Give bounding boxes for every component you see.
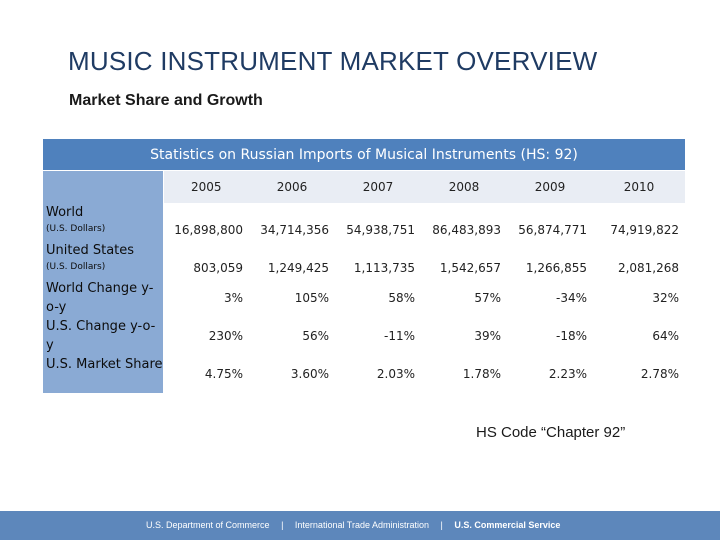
slide-subtitle: Market Share and Growth	[69, 92, 263, 109]
table-cell: 56%	[249, 317, 335, 355]
table-cell: 105%	[249, 279, 335, 317]
table-cell: 4.75%	[163, 355, 249, 393]
slide-title: MUSIC INSTRUMENT MARKET OVERVIEW	[68, 46, 598, 76]
table-cell: 803,059	[163, 241, 249, 279]
row-label-main: U.S. Market Share	[46, 357, 163, 372]
year-header: 2005	[163, 170, 249, 203]
table-cell: 1,266,855	[507, 241, 593, 279]
table-cell: 86,483,893	[421, 203, 507, 241]
imports-table: Statistics on Russian Imports of Musical…	[43, 139, 686, 393]
row-label: U.S. Change y-o-y	[43, 317, 164, 355]
table-cell: 1,113,735	[335, 241, 421, 279]
table-cell: 2.03%	[335, 355, 421, 393]
table-cell: 56,874,771	[507, 203, 593, 241]
table-cell: 2.78%	[593, 355, 686, 393]
table-row: World (U.S. Dollars) 16,898,800 34,714,3…	[43, 203, 686, 241]
table-caption: Statistics on Russian Imports of Musical…	[43, 139, 686, 171]
table-cell: 32%	[593, 279, 686, 317]
year-header: 2008	[421, 170, 507, 203]
year-header: 2007	[335, 170, 421, 203]
table-cell: 2,081,268	[593, 241, 686, 279]
table-cell: -34%	[507, 279, 593, 317]
footer-ita: International Trade Administration	[294, 520, 429, 530]
table-cell: 1,542,657	[421, 241, 507, 279]
row-label: World Change y-o-y	[43, 279, 164, 317]
year-header: 2009	[507, 170, 593, 203]
table-cell: 58%	[335, 279, 421, 317]
table-cell: 74,919,822	[593, 203, 686, 241]
table-cell: 230%	[163, 317, 249, 355]
table-row: U.S. Change y-o-y 230% 56% -11% 39% -18%…	[43, 317, 686, 355]
row-label-main: World	[46, 205, 84, 220]
footer-commercial-service: U.S. Commercial Service	[454, 520, 561, 530]
table-cell: 1,249,425	[249, 241, 335, 279]
table-header-row: Statistics on Russian Imports of Musical…	[43, 139, 686, 171]
table-cell: 64%	[593, 317, 686, 355]
table-cell: 54,938,751	[335, 203, 421, 241]
row-label: World (U.S. Dollars)	[43, 203, 164, 241]
table-row: U.S. Market Share 4.75% 3.60% 2.03% 1.78…	[43, 355, 686, 393]
footer-dept: U.S. Department of Commerce	[146, 520, 270, 530]
year-header: 2010	[593, 170, 686, 203]
table-cell: 2.23%	[507, 355, 593, 393]
row-label-main: World Change y-o-y	[46, 281, 154, 315]
footer-items: U.S. Department of Commerce | Internatio…	[146, 520, 560, 530]
table-cell: -18%	[507, 317, 593, 355]
footer-separator: |	[281, 520, 284, 530]
table-cell: 16,898,800	[163, 203, 249, 241]
row-label-main: U.S. Change y-o-y	[46, 319, 156, 353]
table-cell: -11%	[335, 317, 421, 355]
footer-separator: |	[440, 520, 443, 530]
row-label-sub: (U.S. Dollars)	[46, 224, 106, 234]
table-cell: 3.60%	[249, 355, 335, 393]
row-label: U.S. Market Share	[43, 355, 164, 393]
corner-cell	[43, 170, 164, 203]
table-cell: 57%	[421, 279, 507, 317]
year-header-row: 2005 2006 2007 2008 2009 2010	[43, 170, 686, 203]
table-cell: 3%	[163, 279, 249, 317]
table-row: World Change y-o-y 3% 105% 58% 57% -34% …	[43, 279, 686, 317]
table-cell: 1.78%	[421, 355, 507, 393]
row-label-main: United States	[46, 243, 135, 258]
hs-code-note: HS Code “Chapter 92”	[476, 424, 626, 441]
year-header: 2006	[249, 170, 335, 203]
row-label: United States (U.S. Dollars)	[43, 241, 164, 279]
table-row: United States (U.S. Dollars) 803,059 1,2…	[43, 241, 686, 279]
row-label-sub: (U.S. Dollars)	[46, 262, 106, 272]
table-cell: 39%	[421, 317, 507, 355]
table-cell: 34,714,356	[249, 203, 335, 241]
footer-bar: U.S. Department of Commerce | Internatio…	[0, 511, 720, 540]
